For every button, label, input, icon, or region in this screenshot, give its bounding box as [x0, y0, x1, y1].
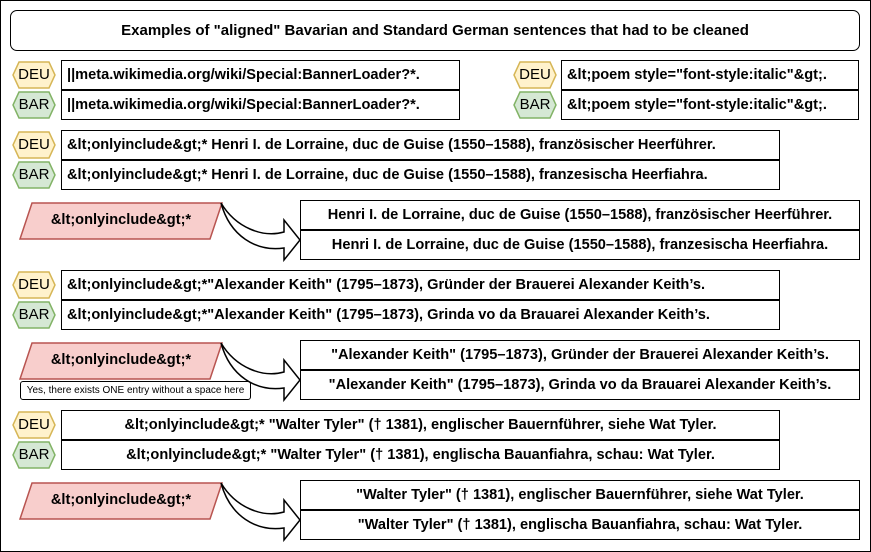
- example1-arrow: [220, 202, 301, 263]
- bar-label: BAR: [12, 161, 56, 189]
- example2-clean-bar: "Alexander Keith" (1795–1873), Grinda vo…: [300, 370, 860, 400]
- deu-label: DEU: [12, 411, 56, 439]
- example2-clean-deu: "Alexander Keith" (1795–1873), Gründer d…: [300, 340, 860, 370]
- example3-clean-deu: "Walter Tyler" († 1381), englischer Baue…: [300, 480, 860, 510]
- bar-label: BAR: [12, 301, 56, 329]
- example3-clean-bar: "Walter Tyler" († 1381), englischa Bauan…: [300, 510, 860, 540]
- example1-deu-sentence: &lt;onlyinclude&gt;* Henri I. de Lorrain…: [61, 130, 780, 160]
- deu-label: DEU: [12, 61, 56, 89]
- example2-deu-sentence: &lt;onlyinclude&gt;*"Alexander Keith" (1…: [61, 270, 780, 300]
- deu-label: DEU: [12, 131, 56, 159]
- example3-removed-prefix: &lt;onlyinclude&gt;*: [18, 482, 224, 520]
- deu-label: DEU: [12, 271, 56, 299]
- diagram-title: Examples of "aligned" Bavarian and Stand…: [10, 10, 860, 51]
- example1-clean-bar: Henri I. de Lorraine, duc de Guise (1550…: [300, 230, 860, 260]
- example2-arrow: [220, 342, 301, 403]
- example2-note: Yes, there exists ONE entry without a sp…: [20, 381, 251, 400]
- pair2-bar-sentence: &lt;poem style="font-style:italic"&gt;.: [561, 90, 859, 120]
- pair1-deu-sentence: ||meta.wikimedia.org/wiki/Special:Banner…: [61, 60, 460, 90]
- example3-arrow: [220, 482, 301, 543]
- pair2-deu-sentence: &lt;poem style="font-style:italic"&gt;.: [561, 60, 859, 90]
- pair1-bar-sentence: ||meta.wikimedia.org/wiki/Special:Banner…: [61, 90, 460, 120]
- example1-bar-sentence: &lt;onlyinclude&gt;* Henri I. de Lorrain…: [61, 160, 780, 190]
- example3-deu-sentence: &lt;onlyinclude&gt;* "Walter Tyler" († 1…: [61, 410, 780, 440]
- example2-removed-prefix: &lt;onlyinclude&gt;*: [18, 342, 224, 380]
- deu-label: DEU: [513, 61, 557, 89]
- bar-label: BAR: [12, 91, 56, 119]
- example1-clean-deu: Henri I. de Lorraine, duc de Guise (1550…: [300, 200, 860, 230]
- example1-removed-prefix: &lt;onlyinclude&gt;*: [18, 202, 224, 240]
- example3-bar-sentence: &lt;onlyinclude&gt;* "Walter Tyler" († 1…: [61, 440, 780, 470]
- example2-bar-sentence: &lt;onlyinclude&gt;*"Alexander Keith" (1…: [61, 300, 780, 330]
- bar-label: BAR: [513, 91, 557, 119]
- bar-label: BAR: [12, 441, 56, 469]
